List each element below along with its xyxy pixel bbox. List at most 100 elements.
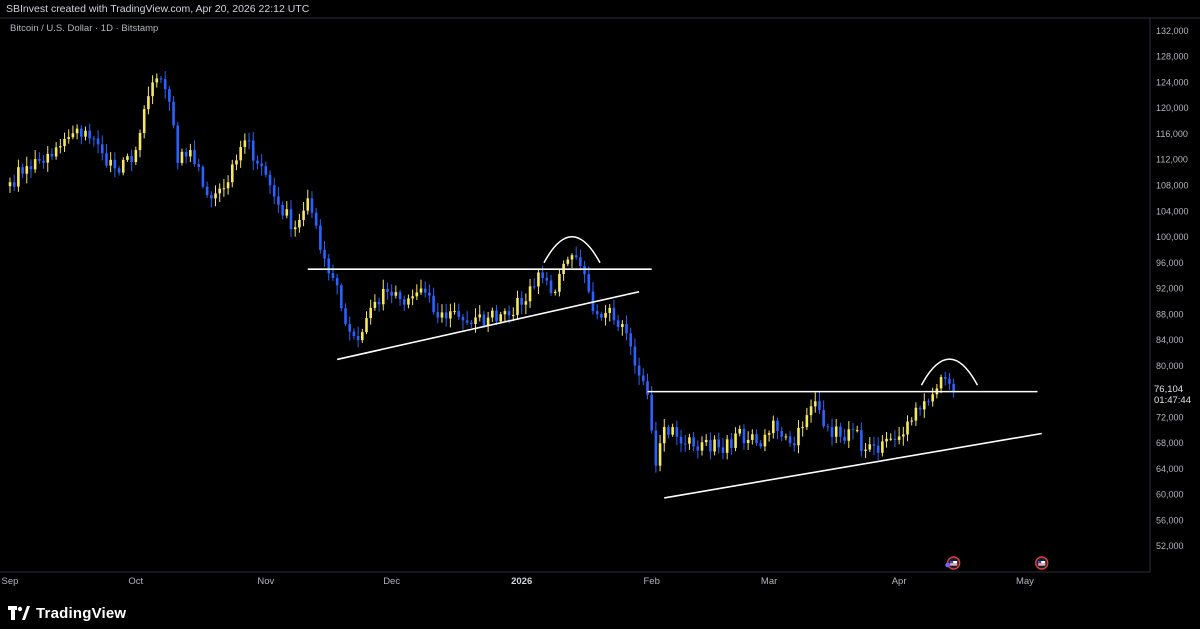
candle-body xyxy=(201,166,205,187)
candle-body xyxy=(688,437,691,444)
candle-body xyxy=(134,150,138,163)
candle xyxy=(579,249,582,271)
candle xyxy=(922,393,926,418)
candle xyxy=(696,440,700,459)
candle xyxy=(755,429,758,447)
candle-body xyxy=(927,401,930,403)
header-bar: SBInvest created with TradingView.com, A… xyxy=(0,0,1200,18)
candle-body xyxy=(797,427,800,446)
candle xyxy=(864,442,867,459)
candle xyxy=(172,95,175,129)
candle-body xyxy=(788,436,792,444)
candle xyxy=(713,435,716,456)
candle xyxy=(495,304,498,326)
last-price-label: 76,104 xyxy=(1154,384,1183,395)
candle xyxy=(667,424,670,439)
candle xyxy=(33,150,37,173)
candle-body xyxy=(767,433,771,435)
event-flag-icon[interactable] xyxy=(946,556,961,570)
candle xyxy=(587,266,591,294)
candle xyxy=(633,338,637,374)
candle-body xyxy=(470,322,473,324)
candle xyxy=(847,421,851,448)
candle-body xyxy=(524,301,528,305)
price-tick-label: 80,000 xyxy=(1156,361,1184,371)
candle-body xyxy=(415,292,419,297)
candle xyxy=(692,431,695,452)
candle xyxy=(893,430,897,447)
candle-body xyxy=(738,428,742,434)
candle-body xyxy=(79,128,83,137)
countdown-label: 01:47:44 xyxy=(1154,395,1191,406)
candle xyxy=(751,429,754,445)
candle xyxy=(356,326,360,348)
candle-body xyxy=(239,147,242,161)
candle-body xyxy=(612,307,616,321)
candle xyxy=(256,155,259,170)
candle-body xyxy=(432,295,435,313)
candle xyxy=(621,320,624,336)
candle-body xyxy=(906,421,909,435)
time-tick-label: Oct xyxy=(128,576,143,587)
candle xyxy=(734,427,737,452)
price-tick-label: 96,000 xyxy=(1156,258,1184,268)
candle xyxy=(12,174,16,192)
candle xyxy=(411,289,414,306)
candle-body xyxy=(8,182,12,187)
candle xyxy=(201,164,205,189)
candle xyxy=(914,402,918,426)
candle xyxy=(159,75,163,83)
candle-body xyxy=(12,182,16,187)
candle xyxy=(675,420,679,445)
candle xyxy=(738,425,742,437)
candle-body xyxy=(658,443,662,466)
price-tick-label: 60,000 xyxy=(1156,490,1184,500)
candle-body xyxy=(943,377,947,379)
tradingview-brand[interactable]: TradingView xyxy=(8,601,126,625)
candle xyxy=(193,140,196,167)
candle xyxy=(444,303,448,327)
candle xyxy=(600,311,603,321)
candle xyxy=(704,434,708,447)
creator-text: SBInvest created with TradingView.com, A… xyxy=(6,3,310,15)
candle-body xyxy=(465,320,469,323)
candle-body xyxy=(226,182,230,189)
candle-body xyxy=(537,272,540,287)
candle xyxy=(839,422,842,443)
candle xyxy=(763,429,767,452)
candle xyxy=(860,422,863,457)
candle-body xyxy=(314,212,318,226)
candle-body xyxy=(910,420,914,422)
candle xyxy=(612,299,616,325)
price-chart[interactable]: 52,000 56,000 60,000 64,000 68,000 72,000 80,0… xyxy=(0,0,1200,597)
candle-body xyxy=(130,156,133,163)
candle xyxy=(625,315,628,341)
event-flag-icon[interactable] xyxy=(1035,556,1049,570)
candle-body xyxy=(453,311,456,313)
candle-body xyxy=(662,427,666,444)
candle-body xyxy=(394,292,398,296)
candle-body xyxy=(189,150,192,157)
tradingview-logo-icon xyxy=(8,606,30,620)
candle-body xyxy=(251,140,255,161)
candle xyxy=(595,304,599,320)
time-axis: Sep Oct Nov Dec 2026 Feb Mar Apr May xyxy=(0,17,1200,587)
candle xyxy=(96,130,100,154)
candle-body xyxy=(516,297,519,315)
candle xyxy=(29,159,33,179)
candle-body xyxy=(172,101,175,126)
candle-body xyxy=(709,439,712,452)
candle-body xyxy=(121,159,125,173)
candle xyxy=(629,327,633,356)
candle-body xyxy=(839,426,842,437)
candle-body xyxy=(147,96,150,110)
candle xyxy=(772,415,775,439)
candle xyxy=(79,125,83,145)
candle-body xyxy=(310,198,314,213)
candle-body xyxy=(319,225,322,250)
candle-body xyxy=(897,436,901,440)
candle xyxy=(813,392,817,413)
candle xyxy=(75,124,79,140)
candle-body xyxy=(868,444,872,450)
candle xyxy=(155,73,159,88)
